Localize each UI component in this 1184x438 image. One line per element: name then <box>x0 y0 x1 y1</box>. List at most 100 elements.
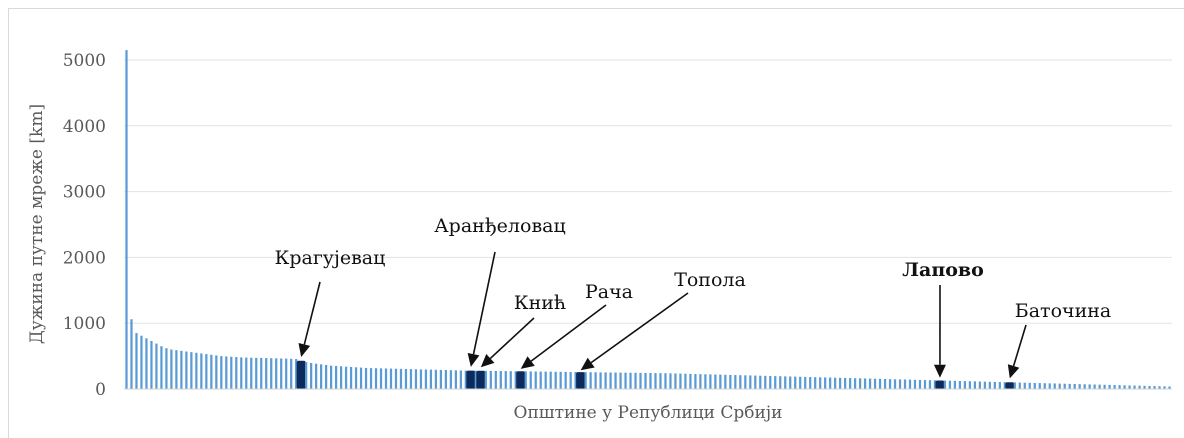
bar <box>409 369 413 389</box>
annotation-arrow-head <box>933 364 946 378</box>
bar <box>634 372 637 389</box>
bar <box>739 375 742 389</box>
bar <box>554 371 557 389</box>
bar <box>853 378 857 389</box>
bar <box>574 372 577 389</box>
bar <box>958 380 962 389</box>
bar <box>699 374 702 389</box>
chart-frame <box>8 8 1184 438</box>
bar <box>709 374 712 389</box>
bar <box>819 377 822 389</box>
bar <box>928 380 932 389</box>
bar <box>589 372 592 389</box>
bar <box>334 365 338 389</box>
bar <box>1028 382 1031 389</box>
annotation-arrow-head <box>1007 364 1020 379</box>
bar <box>414 369 418 389</box>
bar <box>614 372 617 389</box>
bar <box>175 350 178 389</box>
bar <box>724 374 727 389</box>
bar <box>434 369 438 389</box>
bar <box>534 371 537 389</box>
bar <box>329 365 333 389</box>
bar <box>564 371 567 389</box>
bar <box>868 378 872 389</box>
bar <box>245 357 248 389</box>
annotation-label: Крагујевац <box>275 247 386 269</box>
bars <box>125 50 1171 389</box>
bar <box>429 369 433 389</box>
bar <box>858 378 862 389</box>
bar <box>878 378 882 389</box>
annotation-label: Аранђеловац <box>434 215 565 237</box>
bar <box>983 381 986 389</box>
bar <box>834 377 837 389</box>
bar <box>848 378 852 389</box>
bar <box>125 50 128 389</box>
bar <box>1098 384 1101 389</box>
bar <box>809 377 812 389</box>
bar <box>504 371 507 389</box>
bar <box>255 357 258 389</box>
bar <box>669 373 672 389</box>
bar <box>320 364 323 389</box>
bar <box>310 363 313 389</box>
bar <box>1093 384 1096 389</box>
bar <box>943 380 947 389</box>
bar <box>150 340 153 389</box>
bar <box>1043 383 1046 389</box>
annotation-label: Рача <box>585 281 633 303</box>
bar <box>584 372 587 389</box>
bar <box>185 351 188 389</box>
bar <box>1168 386 1171 389</box>
bar <box>609 372 612 389</box>
y-tick-label: 5000 <box>63 51 106 71</box>
bar <box>160 346 163 389</box>
bar <box>1163 386 1166 389</box>
y-tick-labels: 0 1000 2000 3000 4000 5000 <box>63 51 106 400</box>
bar <box>454 370 457 389</box>
bar <box>784 376 787 389</box>
bar <box>1063 383 1066 389</box>
bar <box>654 373 657 389</box>
bar <box>998 382 1001 389</box>
bar <box>1058 383 1061 389</box>
bar <box>814 377 817 389</box>
annotation-arrow-shaft <box>530 304 607 362</box>
bar <box>1138 385 1141 389</box>
bar <box>135 333 138 389</box>
bar <box>484 370 487 389</box>
bar <box>674 373 677 389</box>
bar <box>1038 383 1041 389</box>
bar <box>384 368 388 389</box>
bar <box>529 371 532 389</box>
gridlines <box>124 59 1172 324</box>
bar <box>804 376 807 389</box>
x-axis-title: Општине у Републици Србији <box>514 403 783 423</box>
bar <box>774 376 777 389</box>
annotation-arrow-head <box>298 342 311 358</box>
bar <box>799 376 802 389</box>
bar <box>769 375 772 389</box>
bar <box>200 353 203 389</box>
bar <box>1033 382 1036 389</box>
bar <box>599 372 602 389</box>
bar <box>1068 383 1071 389</box>
bar <box>295 359 298 389</box>
bar <box>1048 383 1051 389</box>
bar <box>789 376 792 389</box>
bar <box>704 374 707 389</box>
bar <box>1118 385 1121 389</box>
bar <box>824 377 827 389</box>
bar <box>923 380 927 389</box>
bar <box>285 358 288 389</box>
bar <box>988 381 991 389</box>
annotation-arrow-shaft <box>303 281 321 345</box>
bar <box>719 374 722 389</box>
bar <box>764 375 767 389</box>
bar <box>354 367 358 389</box>
y-tick-label: 4000 <box>63 117 106 137</box>
bar <box>389 368 393 389</box>
bar <box>305 362 308 389</box>
bar <box>873 378 877 389</box>
